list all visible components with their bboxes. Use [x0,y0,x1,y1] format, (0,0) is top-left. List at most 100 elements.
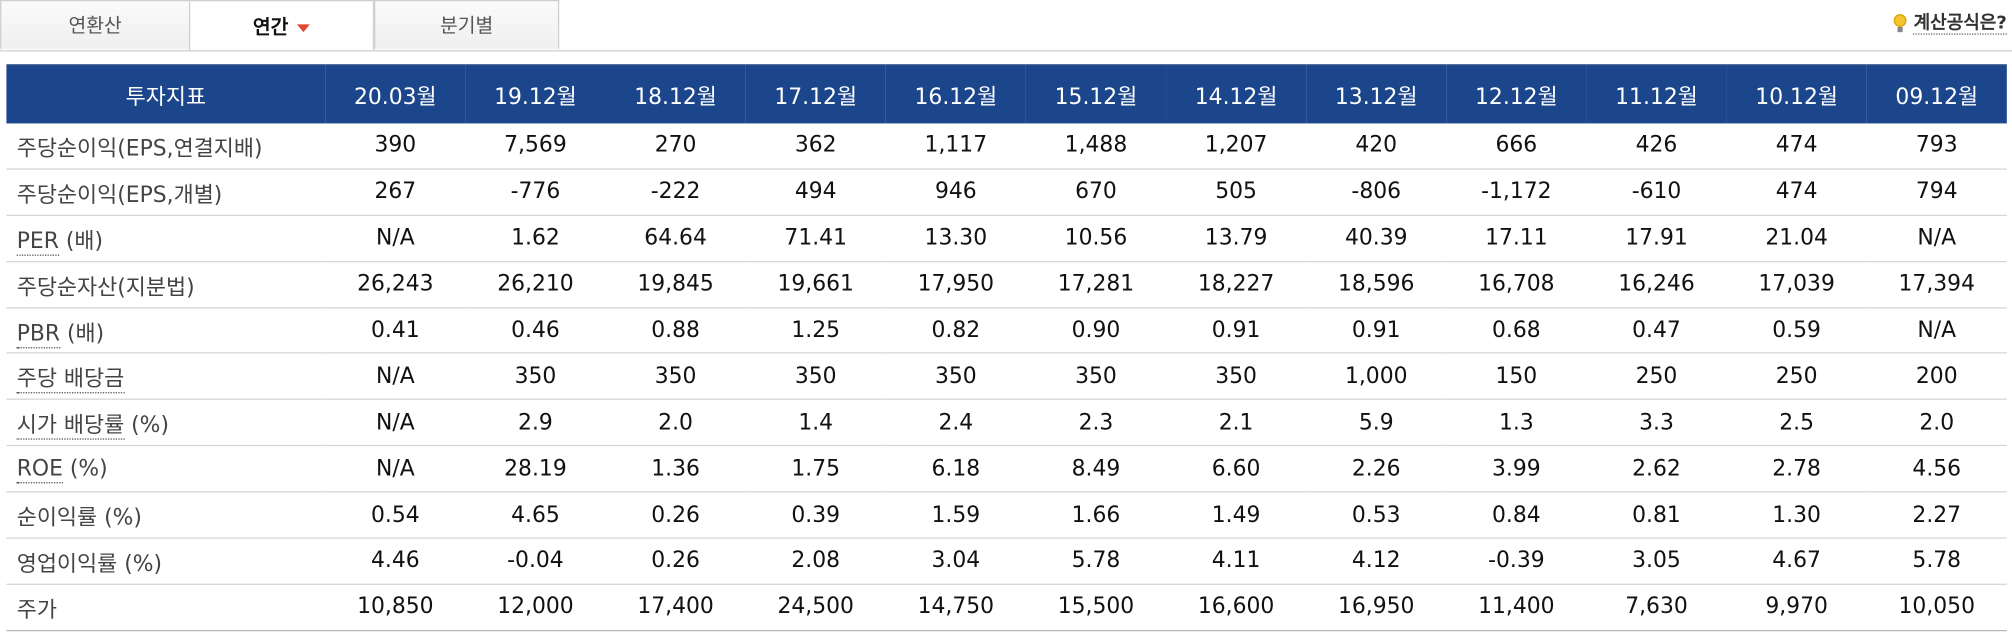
value-cell: 4.65 [511,502,560,528]
row-label: 주당순이익(EPS,개별) [6,169,325,215]
term-tooltip[interactable]: PER [16,228,59,256]
table-row: 주당순이익(EPS,개별) 267 -776 -222 494 946 670 505 -806… [6,169,2007,216]
value-cell: 2.0 [658,409,693,436]
period-header: 10.12월 [1726,64,1867,123]
tab-label: 분기별 [440,14,494,38]
value-cell: 7,569 [504,132,567,159]
value-cell: 474 [1775,132,1818,159]
value-cell: N/A [375,363,415,390]
term-tooltip[interactable]: 주당 배당금 [16,366,125,394]
table-row: PER (배) N/A 1.62 64.64 71.41 13.30 10.56 13.79 4… [6,215,2007,262]
value-cell: 1.49 [1211,502,1261,528]
value-cell: 9,970 [1765,594,1828,621]
value-cell: 14,750 [917,594,995,621]
row-label: 영업이익률 (%) [6,538,325,584]
period-tabs: 연환산 연간 분기별 계산공식은? [0,0,2012,52]
value-cell: 350 [1075,363,1117,390]
value-cell: 0.41 [370,317,420,344]
period-header: 17.12월 [745,64,886,123]
value-cell: 17.91 [1625,225,1688,251]
period-header: 16.12월 [885,64,1026,123]
value-cell: 16,246 [1618,271,1695,298]
value-cell: 71.41 [784,225,847,251]
table-row: 순이익률 (%) 0.54 4.65 0.26 0.39 1.59 1.66 1.49 0.53… [6,492,2007,539]
value-cell: 19,845 [637,271,714,298]
term-tooltip[interactable]: ROE [16,455,63,483]
caret-down-icon [297,23,311,32]
value-cell: 2.3 [1078,409,1114,436]
row-label-text: 주당순이익(EPS,개별) [16,182,223,209]
value-cell: 2.62 [1632,455,1681,482]
value-cell: 1,207 [1204,132,1268,159]
value-cell: N/A [1917,225,1957,251]
value-cell: 17,400 [637,594,714,621]
value-cell: 21.04 [1765,225,1828,251]
period-header: 18.12월 [605,64,746,123]
value-cell: 390 [374,132,417,159]
tab-annual[interactable]: 연간 [188,0,375,52]
table-body: 주당순이익(EPS,연결지배) 390 7,569 270 362 1,117 1,488 1… [6,123,2007,631]
value-cell: 10.56 [1064,225,1128,251]
value-cell: 0.91 [1211,317,1261,344]
investment-indicator-table: 투자지표 20.03월 19.12월 18.12월 17.12월 16.12월 15.12… [6,64,2007,631]
row-label-text: 주가 [16,597,57,624]
value-cell: 5.78 [1071,548,1121,574]
value-cell: 3.04 [931,548,981,574]
value-cell: 16,600 [1197,594,1275,621]
value-cell: -776 [510,179,561,205]
row-label-text: 주당순자산(지분법) [16,274,195,301]
period-header: 13.12월 [1306,64,1447,123]
calculation-formula-link[interactable]: 계산공식은? [1894,8,2007,39]
value-cell: 64.64 [644,225,707,251]
value-cell: 16,708 [1478,271,1555,298]
value-cell: 350 [654,363,697,390]
tab-annualized[interactable]: 연환산 [0,0,191,49]
value-cell: 13.79 [1204,225,1268,251]
value-cell: 18,596 [1337,271,1415,298]
period-header: 14.12월 [1166,64,1307,123]
value-cell: 0.82 [931,317,981,344]
value-cell: 250 [1775,363,1818,390]
value-cell: 1.36 [651,455,700,482]
value-cell: 2.1 [1218,409,1254,436]
tab-quarterly[interactable]: 분기별 [374,0,560,49]
value-cell: 494 [794,179,837,205]
term-tooltip[interactable]: 시가 배당률 [16,413,125,441]
value-cell: 5.9 [1358,409,1394,436]
value-cell: -0.04 [507,548,564,574]
value-cell: 2.08 [791,548,841,574]
row-label: PBR (배) [6,307,325,353]
table-row: 영업이익률 (%) 4.46 -0.04 0.26 2.08 3.04 5.78 4.11 4.… [6,538,2007,585]
value-cell: -806 [1351,179,1402,205]
value-cell: 0.54 [370,502,420,528]
value-cell: 200 [1915,363,1958,390]
value-cell: 350 [514,363,557,390]
value-cell: 1.59 [931,502,981,528]
value-cell: 10,850 [357,594,434,621]
lightbulb-icon [1894,14,1908,33]
value-cell: 267 [374,179,417,205]
value-cell: 24,500 [777,594,854,621]
row-label: 주당 배당금 [6,353,325,399]
value-cell: 1.25 [791,317,841,344]
term-tooltip[interactable]: PBR [16,320,61,348]
value-cell: 18,227 [1197,271,1275,298]
table-row: 주가 10,850 12,000 17,400 24,500 14,750 15,500 16… [6,584,2007,631]
period-header: 12.12월 [1446,64,1587,123]
value-cell: 670 [1075,179,1117,205]
value-cell: -1,172 [1481,179,1552,205]
value-cell: 2.5 [1779,409,1815,436]
row-label-text: 영업이익률 (%) [16,551,163,578]
value-cell: 270 [654,132,697,159]
value-cell: N/A [375,225,415,251]
tab-label: 연환산 [68,14,122,38]
row-label: 주당순자산(지분법) [6,261,325,307]
value-cell: 3.05 [1632,548,1681,574]
value-cell: 2.78 [1772,455,1821,482]
value-cell: 28.19 [504,455,567,482]
value-cell: 350 [794,363,837,390]
value-cell: 350 [1215,363,1257,390]
value-cell: 15,500 [1057,594,1135,621]
value-cell: 0.59 [1772,317,1821,344]
unit-suffix: (%) [62,455,108,482]
